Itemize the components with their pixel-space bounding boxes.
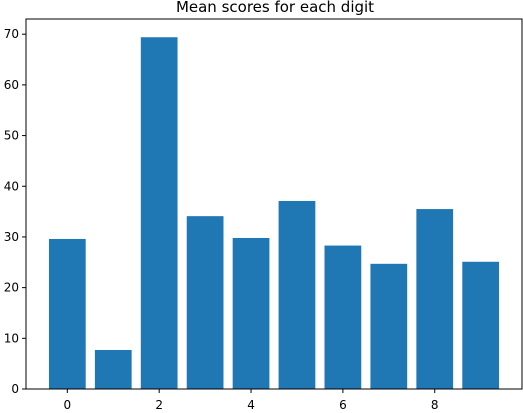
x-tick-label: 8 [431, 398, 439, 412]
y-tick-label: 0 [11, 382, 19, 396]
y-tick-label: 40 [4, 179, 19, 193]
y-tick-label: 10 [4, 331, 19, 345]
y-tick-label: 30 [4, 230, 19, 244]
y-tick-label: 60 [4, 78, 19, 92]
bar-digit-0 [48, 238, 86, 389]
bar-digit-5 [278, 200, 316, 389]
bar-digit-1 [94, 349, 132, 389]
bar-digit-9 [462, 261, 500, 389]
bars-group [48, 37, 500, 389]
x-tick-label: 2 [155, 398, 163, 412]
chart-title: Mean scores for each digit [176, 0, 374, 16]
bar-digit-8 [416, 209, 454, 389]
bar-digit-4 [232, 237, 270, 389]
y-axis: 0 10 20 30 40 50 60 70 [4, 27, 26, 396]
plot-frame [25, 18, 523, 390]
y-tick-label: 70 [4, 27, 19, 41]
y-tick-label: 20 [4, 281, 19, 295]
bar-digit-7 [370, 263, 408, 389]
x-tick-label: 6 [339, 398, 347, 412]
y-tick-label: 50 [4, 129, 19, 143]
x-tick-label: 4 [247, 398, 255, 412]
bar-digit-6 [324, 245, 362, 389]
bar-digit-2 [140, 37, 178, 389]
x-axis: 0 2 4 6 8 [64, 389, 439, 412]
x-tick-label: 0 [64, 398, 72, 412]
bar-digit-3 [186, 216, 224, 389]
